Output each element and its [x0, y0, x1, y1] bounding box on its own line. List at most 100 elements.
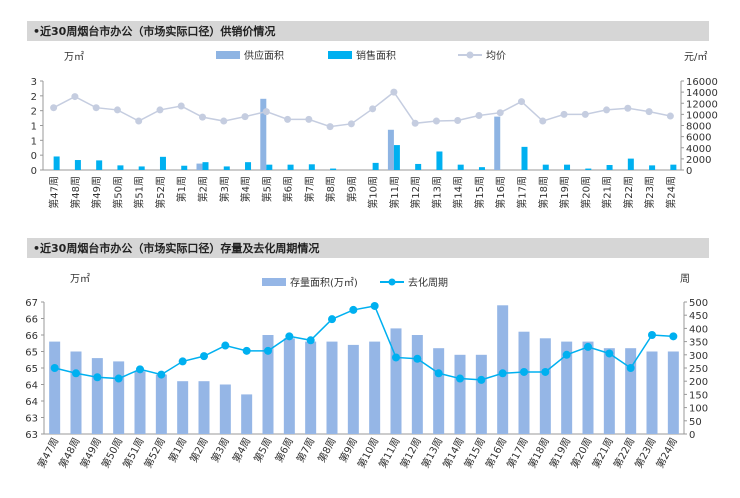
chart2-title: •近30周烟台市办公（市场实际口径）存量及去化周期情况 — [33, 242, 320, 255]
right-tick-label: 10000 — [686, 110, 718, 121]
left-tick-label: 3 — [31, 77, 37, 88]
right-tick-label: 14000 — [686, 88, 718, 99]
legend-label: 均价 — [486, 50, 506, 62]
line-point — [432, 117, 440, 125]
category-label: 第17周 — [516, 176, 529, 209]
category-label: 第4周 — [229, 435, 253, 464]
legend-label: 供应面积 — [244, 49, 284, 62]
legend-swatch — [216, 51, 240, 59]
line-point — [456, 374, 464, 383]
left-tick-label: 65 — [25, 364, 38, 375]
bar-2 — [117, 165, 124, 170]
bar-2 — [245, 162, 252, 170]
bar-2 — [372, 162, 379, 170]
line-point — [539, 117, 547, 125]
chart1-title: •近30周烟台市办公（市场实际口径）供销价情况 — [33, 25, 276, 38]
line-point — [518, 98, 525, 106]
line-point — [605, 349, 614, 358]
line-point — [390, 88, 398, 96]
left-tick-label: 65 — [25, 348, 38, 359]
right-tick-label: 500 — [689, 298, 708, 309]
line-point — [369, 105, 377, 113]
bar-2 — [627, 158, 634, 170]
category-label: 第24周 — [653, 435, 680, 470]
bar-1 — [241, 394, 253, 434]
line-point — [157, 370, 166, 379]
bar-1 — [198, 381, 210, 434]
line-point — [392, 353, 400, 362]
right-tick-label: 350 — [689, 338, 708, 349]
line-point — [475, 111, 483, 119]
bar-2 — [308, 164, 315, 170]
line-point — [113, 106, 121, 114]
left-tick-label: 63 — [25, 430, 38, 441]
category-label: 第15周 — [473, 176, 486, 209]
right-tick-label: 8000 — [686, 122, 711, 133]
left-tick-label: 2 — [31, 92, 37, 103]
bar-1 — [539, 338, 551, 434]
left-tick-label: 2 — [31, 107, 37, 118]
line-point — [645, 108, 653, 116]
right-tick-label: 16000 — [686, 77, 718, 88]
bar-1 — [219, 384, 231, 434]
line-series — [54, 305, 674, 381]
line-point — [71, 93, 79, 101]
left-tick-label: 63 — [25, 414, 38, 425]
line-point — [434, 369, 443, 378]
bar-1 — [49, 341, 61, 434]
right-tick-label: 12000 — [686, 99, 718, 110]
bar-1 — [305, 341, 317, 434]
bar-2 — [393, 145, 400, 170]
bar-1 — [91, 358, 103, 434]
category-label: 第50周 — [111, 176, 124, 209]
left-tick-label: 64 — [25, 381, 38, 392]
category-label: 第2周 — [197, 176, 210, 202]
line-point — [135, 117, 143, 125]
bar-2 — [436, 151, 443, 170]
bar-2 — [96, 160, 103, 170]
category-label: 第21周 — [601, 176, 614, 209]
bar-1 — [347, 344, 359, 434]
bar-1 — [411, 335, 423, 434]
bar-2 — [649, 165, 656, 170]
bar-2 — [266, 164, 273, 170]
chart1-svg: 3 2 2 1 1 0 0 160001400012000100008000600040002… — [31, 49, 718, 209]
left-tick-label: 1 — [31, 122, 37, 133]
bar-1 — [134, 371, 146, 434]
category-label: 第5周 — [260, 176, 273, 202]
right-tick-label: 2000 — [686, 155, 711, 166]
category-label: 第14周 — [452, 176, 465, 209]
right-tick-label: 250 — [689, 364, 708, 375]
legend-swatch — [262, 278, 286, 286]
category-label: 第49周 — [90, 176, 103, 209]
category-label: 第1周 — [175, 176, 188, 202]
category-label: 第11周 — [388, 176, 401, 209]
bar-1 — [177, 381, 189, 434]
left-tick-label: 0 — [31, 166, 37, 177]
line-point — [114, 374, 123, 383]
bar-2 — [330, 168, 337, 170]
chart1-header: •近30周烟台市办公（市场实际口径）供销价情况 — [27, 21, 709, 41]
category-label: 第1周 — [165, 435, 189, 464]
legend-label: 存量面积(万㎡) — [290, 276, 358, 289]
bar-2 — [585, 168, 592, 170]
line-point — [648, 331, 656, 339]
category-label: 第20周 — [579, 176, 592, 209]
bar-1 — [518, 331, 530, 434]
bar-2 — [564, 164, 571, 170]
chart2-header: •近30周烟台市办公（市场实际口径）存量及去化周期情况 — [27, 238, 709, 258]
bar-2 — [202, 162, 209, 170]
category-label: 第23周 — [643, 176, 656, 209]
bar-1 — [196, 163, 203, 170]
bar-1 — [646, 351, 658, 434]
category-label: 第19周 — [558, 176, 571, 209]
right-tick-label: 4000 — [686, 144, 711, 155]
line-point — [626, 364, 635, 372]
bar-2 — [542, 164, 549, 170]
line-point — [284, 115, 292, 123]
category-label: 第16周 — [494, 176, 507, 209]
category-label: 第12周 — [409, 176, 422, 209]
bar-2 — [670, 164, 677, 170]
category-label: 第6周 — [282, 176, 295, 202]
category-label: 第24周 — [664, 176, 677, 209]
